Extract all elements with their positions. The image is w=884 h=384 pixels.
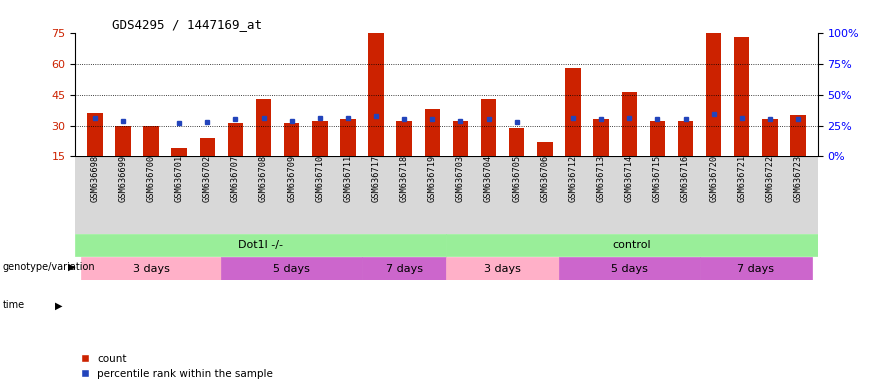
Bar: [790, 115, 805, 157]
Bar: [762, 119, 778, 157]
Text: ▶: ▶: [68, 262, 75, 272]
Bar: [706, 33, 721, 157]
Bar: [228, 124, 243, 157]
Bar: [446, 234, 818, 257]
Bar: [88, 113, 103, 157]
Bar: [340, 119, 355, 157]
Bar: [369, 33, 384, 157]
Bar: [143, 126, 159, 157]
Bar: [481, 99, 496, 157]
Bar: [80, 257, 221, 280]
Bar: [621, 93, 637, 157]
Text: ▶: ▶: [55, 300, 62, 310]
Bar: [537, 142, 552, 157]
Text: Dot1l -/-: Dot1l -/-: [239, 240, 283, 250]
Bar: [593, 119, 609, 157]
Legend: count, percentile rank within the sample: count, percentile rank within the sample: [80, 354, 273, 379]
Bar: [734, 37, 750, 157]
Bar: [650, 121, 665, 157]
Bar: [362, 257, 446, 280]
Bar: [171, 148, 187, 157]
Text: 7 days: 7 days: [737, 264, 774, 274]
Text: 7 days: 7 days: [385, 264, 423, 274]
Bar: [424, 109, 440, 157]
Text: 3 days: 3 days: [484, 264, 521, 274]
Text: genotype/variation: genotype/variation: [3, 262, 95, 272]
Bar: [699, 257, 812, 280]
Bar: [312, 121, 328, 157]
Text: control: control: [613, 240, 652, 250]
Bar: [509, 127, 524, 157]
Bar: [559, 257, 699, 280]
Text: 3 days: 3 days: [133, 264, 170, 274]
Text: 5 days: 5 days: [611, 264, 648, 274]
Bar: [446, 257, 559, 280]
Bar: [75, 234, 446, 257]
Bar: [284, 124, 300, 157]
Bar: [200, 138, 215, 157]
Text: GDS4295 / 1447169_at: GDS4295 / 1447169_at: [112, 18, 263, 31]
Bar: [221, 257, 362, 280]
Text: time: time: [3, 300, 25, 310]
Bar: [115, 126, 131, 157]
Bar: [397, 121, 412, 157]
Bar: [453, 121, 469, 157]
Text: 5 days: 5 days: [273, 264, 310, 274]
Bar: [255, 99, 271, 157]
Bar: [565, 68, 581, 157]
Bar: [678, 121, 693, 157]
